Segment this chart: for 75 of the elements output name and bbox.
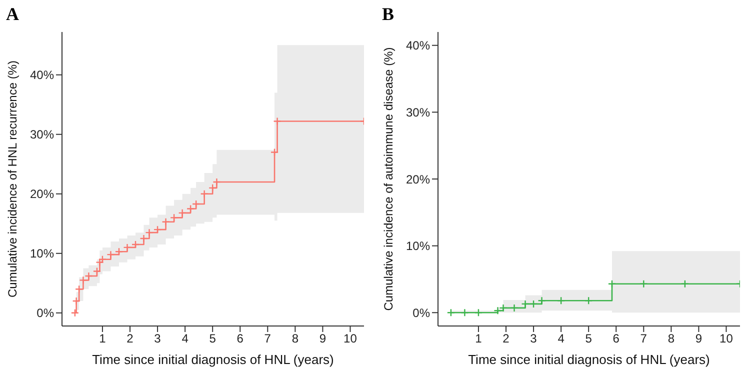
point (74, 285, 84, 294)
x-tick-label: 8 (668, 332, 675, 346)
x-tick-label: 10 (344, 332, 358, 346)
x-tick-label: 6 (612, 332, 620, 346)
y-tick-label: 40% (30, 68, 54, 82)
point (460, 308, 469, 317)
y-axis-title: Cumulative incidence of HNL recurrence (%) (5, 60, 20, 298)
x-tick-label: 10 (720, 332, 734, 346)
point (123, 243, 132, 252)
x-axis-title: Time since initial diagnosis of HNL (years) (468, 352, 710, 367)
y-tick-label: 40% (406, 38, 430, 53)
point (98, 255, 107, 264)
point (446, 308, 456, 317)
y-tick-label: 0% (412, 306, 430, 320)
point (145, 228, 154, 237)
point (131, 240, 140, 249)
x-tick-label: 3 (154, 332, 162, 346)
y-tick-label: 30% (30, 128, 54, 142)
x-tick-label: 2 (502, 332, 510, 346)
x-tick-label: 8 (292, 332, 299, 346)
point (270, 148, 279, 156)
x-tick-label: 2 (126, 332, 134, 346)
point (273, 117, 282, 126)
point (212, 178, 221, 186)
point (200, 190, 208, 198)
y-tick-label: 10% (30, 246, 54, 261)
point (584, 296, 593, 305)
y-tick-label: 0% (36, 306, 54, 320)
point (608, 280, 616, 288)
y-tick-label: 10% (406, 239, 430, 254)
y-tick-label: 30% (406, 105, 430, 120)
point (529, 300, 538, 308)
x-tick-label: 4 (558, 332, 565, 346)
y-axis-title: Cumulative incidence of autoimmune disease (%) (381, 47, 396, 311)
x-tick-label: 9 (695, 332, 702, 346)
chart-title: B (382, 4, 394, 25)
point (153, 225, 162, 234)
point (79, 276, 88, 284)
point (92, 267, 102, 276)
point (140, 234, 148, 243)
x-tick-label: 4 (182, 332, 189, 346)
x-axis-title: Time since initial diagnosis of HNL (years) (92, 352, 334, 367)
x-tick-label: 9 (319, 332, 326, 346)
point (208, 184, 217, 192)
x-tick-label: 5 (209, 332, 216, 346)
point (162, 218, 170, 226)
point (510, 304, 518, 312)
point (72, 296, 80, 306)
point (556, 296, 566, 305)
point (499, 304, 508, 312)
point (70, 308, 80, 318)
point (474, 308, 483, 317)
x-tick-label: 7 (264, 332, 272, 346)
y-tick-label: 20% (30, 187, 54, 202)
point (114, 248, 124, 256)
chart-title: A (6, 4, 19, 25)
point (640, 280, 648, 288)
point (84, 272, 93, 280)
x-tick-label: 1 (475, 332, 482, 346)
x-tick-label: 1 (99, 332, 106, 346)
point (96, 258, 104, 266)
point (186, 204, 195, 213)
point (680, 280, 690, 288)
y-tick-label: 20% (406, 172, 430, 186)
point (106, 250, 115, 259)
x-tick-label: 6 (236, 332, 244, 346)
point (521, 300, 530, 308)
point (538, 296, 546, 305)
point (192, 200, 200, 208)
point (170, 214, 178, 222)
x-tick-label: 5 (585, 332, 592, 346)
x-tick-label: 3 (530, 332, 538, 346)
x-tick-label: 7 (640, 332, 648, 346)
point (494, 306, 502, 315)
point (178, 208, 186, 218)
